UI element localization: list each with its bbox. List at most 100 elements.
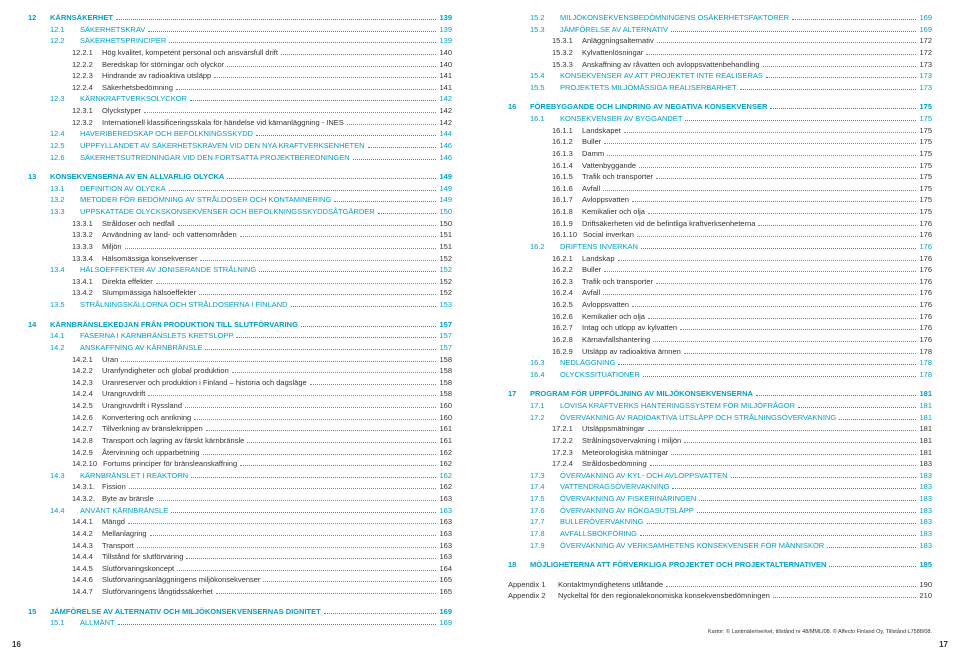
toc-entry: 16.3NEDLÄGGNING178 [508, 357, 932, 369]
toc-label: Urangruvdrift i Ryssland [102, 400, 182, 412]
toc-label: Avloppsvatten [582, 194, 629, 206]
toc-leader [169, 190, 437, 191]
toc-label: Avfall [582, 183, 600, 195]
toc-leader [129, 488, 437, 489]
toc-leader [766, 77, 917, 78]
toc-number: 16.2.2 [552, 264, 582, 276]
toc-number: 16.2.6 [552, 311, 582, 323]
toc-leader [240, 236, 437, 237]
toc-page: 176 [919, 253, 932, 265]
toc-leader [324, 613, 437, 614]
toc-entry: 12.4HAVERIBEREDSKAP OCH BEFOLKNINGSSKYDD… [28, 128, 452, 140]
toc-number: 17.2.2 [552, 435, 582, 447]
toc-entry: 12.2.2Beredskap för störningar och olyck… [28, 59, 452, 71]
toc-page: 183 [919, 458, 932, 470]
toc-number: 16.3 [530, 357, 560, 369]
toc-entry: 17.2.3Meteorologiska mätningar181 [508, 447, 932, 459]
toc-label: Anläggningsalternativ [582, 35, 654, 47]
toc-label: Direkta effekter [102, 276, 153, 288]
toc-page: 176 [919, 276, 932, 288]
toc-leader [116, 19, 437, 20]
toc-number: 14.2 [50, 342, 80, 354]
toc-page: 169 [439, 606, 452, 618]
toc-entry: 15.3.2Kylvattenlösningar172 [508, 47, 932, 59]
toc-page: 142 [439, 93, 452, 105]
toc-label: ANVÄNT KÄRNBRÄNSLE [80, 505, 168, 517]
toc-number: 17.5 [530, 493, 560, 505]
toc-page: 181 [919, 423, 932, 435]
toc-label: ÖVERVAKNING AV KYL- OCH AVLOPPSVATTEN [560, 470, 728, 482]
toc-entry: 16.2.2Buller176 [508, 264, 932, 276]
toc-number: 14.2.4 [72, 388, 102, 400]
toc-number: 12 [28, 12, 50, 24]
toc-number: 15.5 [530, 82, 560, 94]
toc-number: 18 [508, 559, 530, 571]
toc-entry: 17.2.4Stråldosbedömning183 [508, 458, 932, 470]
toc-number: 13.4.2 [72, 287, 102, 299]
toc-page: 150 [439, 218, 452, 230]
toc-number: 14.2.10 [72, 458, 103, 470]
toc-label: UPPFYLLANDET AV SÄKERHETSKRAVEN VID DEN … [80, 140, 365, 152]
toc-label: Byte av bränsle [102, 493, 154, 505]
toc-leader [148, 31, 436, 32]
right-page: 15.2MILJÖKONSEKVENSBEDÖMNINGENS OSÄKERHE… [480, 0, 960, 655]
toc-number: 16.1.6 [552, 183, 582, 195]
toc-label: KÄRNBRÄNSLEKEDJAN FRÅN PRODUKTION TILL S… [50, 319, 298, 331]
toc-label: Vattenbyggande [582, 160, 636, 172]
toc-label: Konvertering och anrikning [102, 412, 191, 424]
toc-page: 178 [919, 369, 932, 381]
toc-entry: 14.4.6Slutförvaringsanläggningens miljök… [28, 574, 452, 586]
toc-entry: 17.8AVFALLSBOKFÖRING183 [508, 528, 932, 540]
toc-leader [624, 132, 917, 133]
toc-entry: 16.2.3Trafik och transporter176 [508, 276, 932, 288]
toc-number: 16.2.4 [552, 287, 582, 299]
toc-number: 17.1 [530, 400, 560, 412]
toc-label: Utsläpp av radioaktiva ämnen [582, 346, 681, 358]
toc-page: 141 [439, 70, 452, 82]
toc-number: 14.4.1 [72, 516, 102, 528]
toc-page: 175 [919, 136, 932, 148]
toc-leader [646, 54, 916, 55]
toc-entry: 16.1.4Vattenbyggande175 [508, 160, 932, 172]
toc-entry: 12.6SÄKERHETSUTREDNINGAR VID DEN FORTSAT… [28, 152, 452, 164]
toc-label: Tillstånd för slutförvaring [102, 551, 183, 563]
toc-leader [176, 89, 437, 90]
toc-number: 14.2.7 [72, 423, 102, 435]
toc-number: 12.2.4 [72, 82, 102, 94]
toc-label: KONSEKVENSERNA AV EN ALLVARLIG OLYCKA [50, 171, 224, 183]
toc-label: Hög kvalitet, kompetent personal och ans… [102, 47, 278, 59]
toc-entry: 17.2ÖVERVAKNING AV RADIOAKTIVA UTSLÄPP O… [508, 412, 932, 424]
toc-label: Kemikalier och olja [582, 206, 645, 218]
toc-number: Appendix 1 [508, 579, 558, 591]
toc-leader [618, 364, 916, 365]
toc-label: UPPSKATTADE OLYCKSKONSEKVENSER OCH BEFOL… [80, 206, 375, 218]
toc-number: 16.1.2 [552, 136, 582, 148]
toc-number: 15.3.2 [552, 47, 582, 59]
toc-label: KÄRNSÄKERHET [50, 12, 113, 24]
toc-number: 12.2.1 [72, 47, 102, 59]
toc-leader [643, 376, 917, 377]
toc-leader [637, 236, 917, 237]
toc-number: 13.3.4 [72, 253, 102, 265]
toc-number: 12.2.3 [72, 70, 102, 82]
toc-page: 146 [439, 140, 452, 152]
toc-entry: 16.1.5Trafik och transporter175 [508, 171, 932, 183]
toc-leader [185, 407, 436, 408]
toc-entry: 14.4.3Transport163 [28, 540, 452, 552]
toc-number: 13.5 [50, 299, 80, 311]
footer-note: Kartor: © Lantmäteriverket, tillstånd nr… [708, 629, 932, 635]
toc-page: 153 [439, 299, 452, 311]
page-number-left: 16 [12, 640, 21, 649]
toc-leader [792, 19, 916, 20]
toc-label: Trafik och transporter [582, 276, 653, 288]
toc-label: Internationell klassificeringsskala för … [102, 117, 344, 129]
toc-label: Meteorologiska mätningar [582, 447, 668, 459]
toc-page: 152 [439, 253, 452, 265]
toc-entry: 17.5ÖVERVAKNING AV FISKERINÄRINGEN183 [508, 493, 932, 505]
toc-entry: 14.4.7Slutförvaringens långtidssäkerhet1… [28, 586, 452, 598]
toc-leader [604, 271, 916, 272]
toc-entry: 12.3.2Internationell klassificeringsskal… [28, 117, 452, 129]
toc-entry: 15.1ALLMÄNT169 [28, 617, 452, 629]
toc-page: 173 [919, 70, 932, 82]
toc-label: Säkerhetsbedömning [102, 82, 173, 94]
